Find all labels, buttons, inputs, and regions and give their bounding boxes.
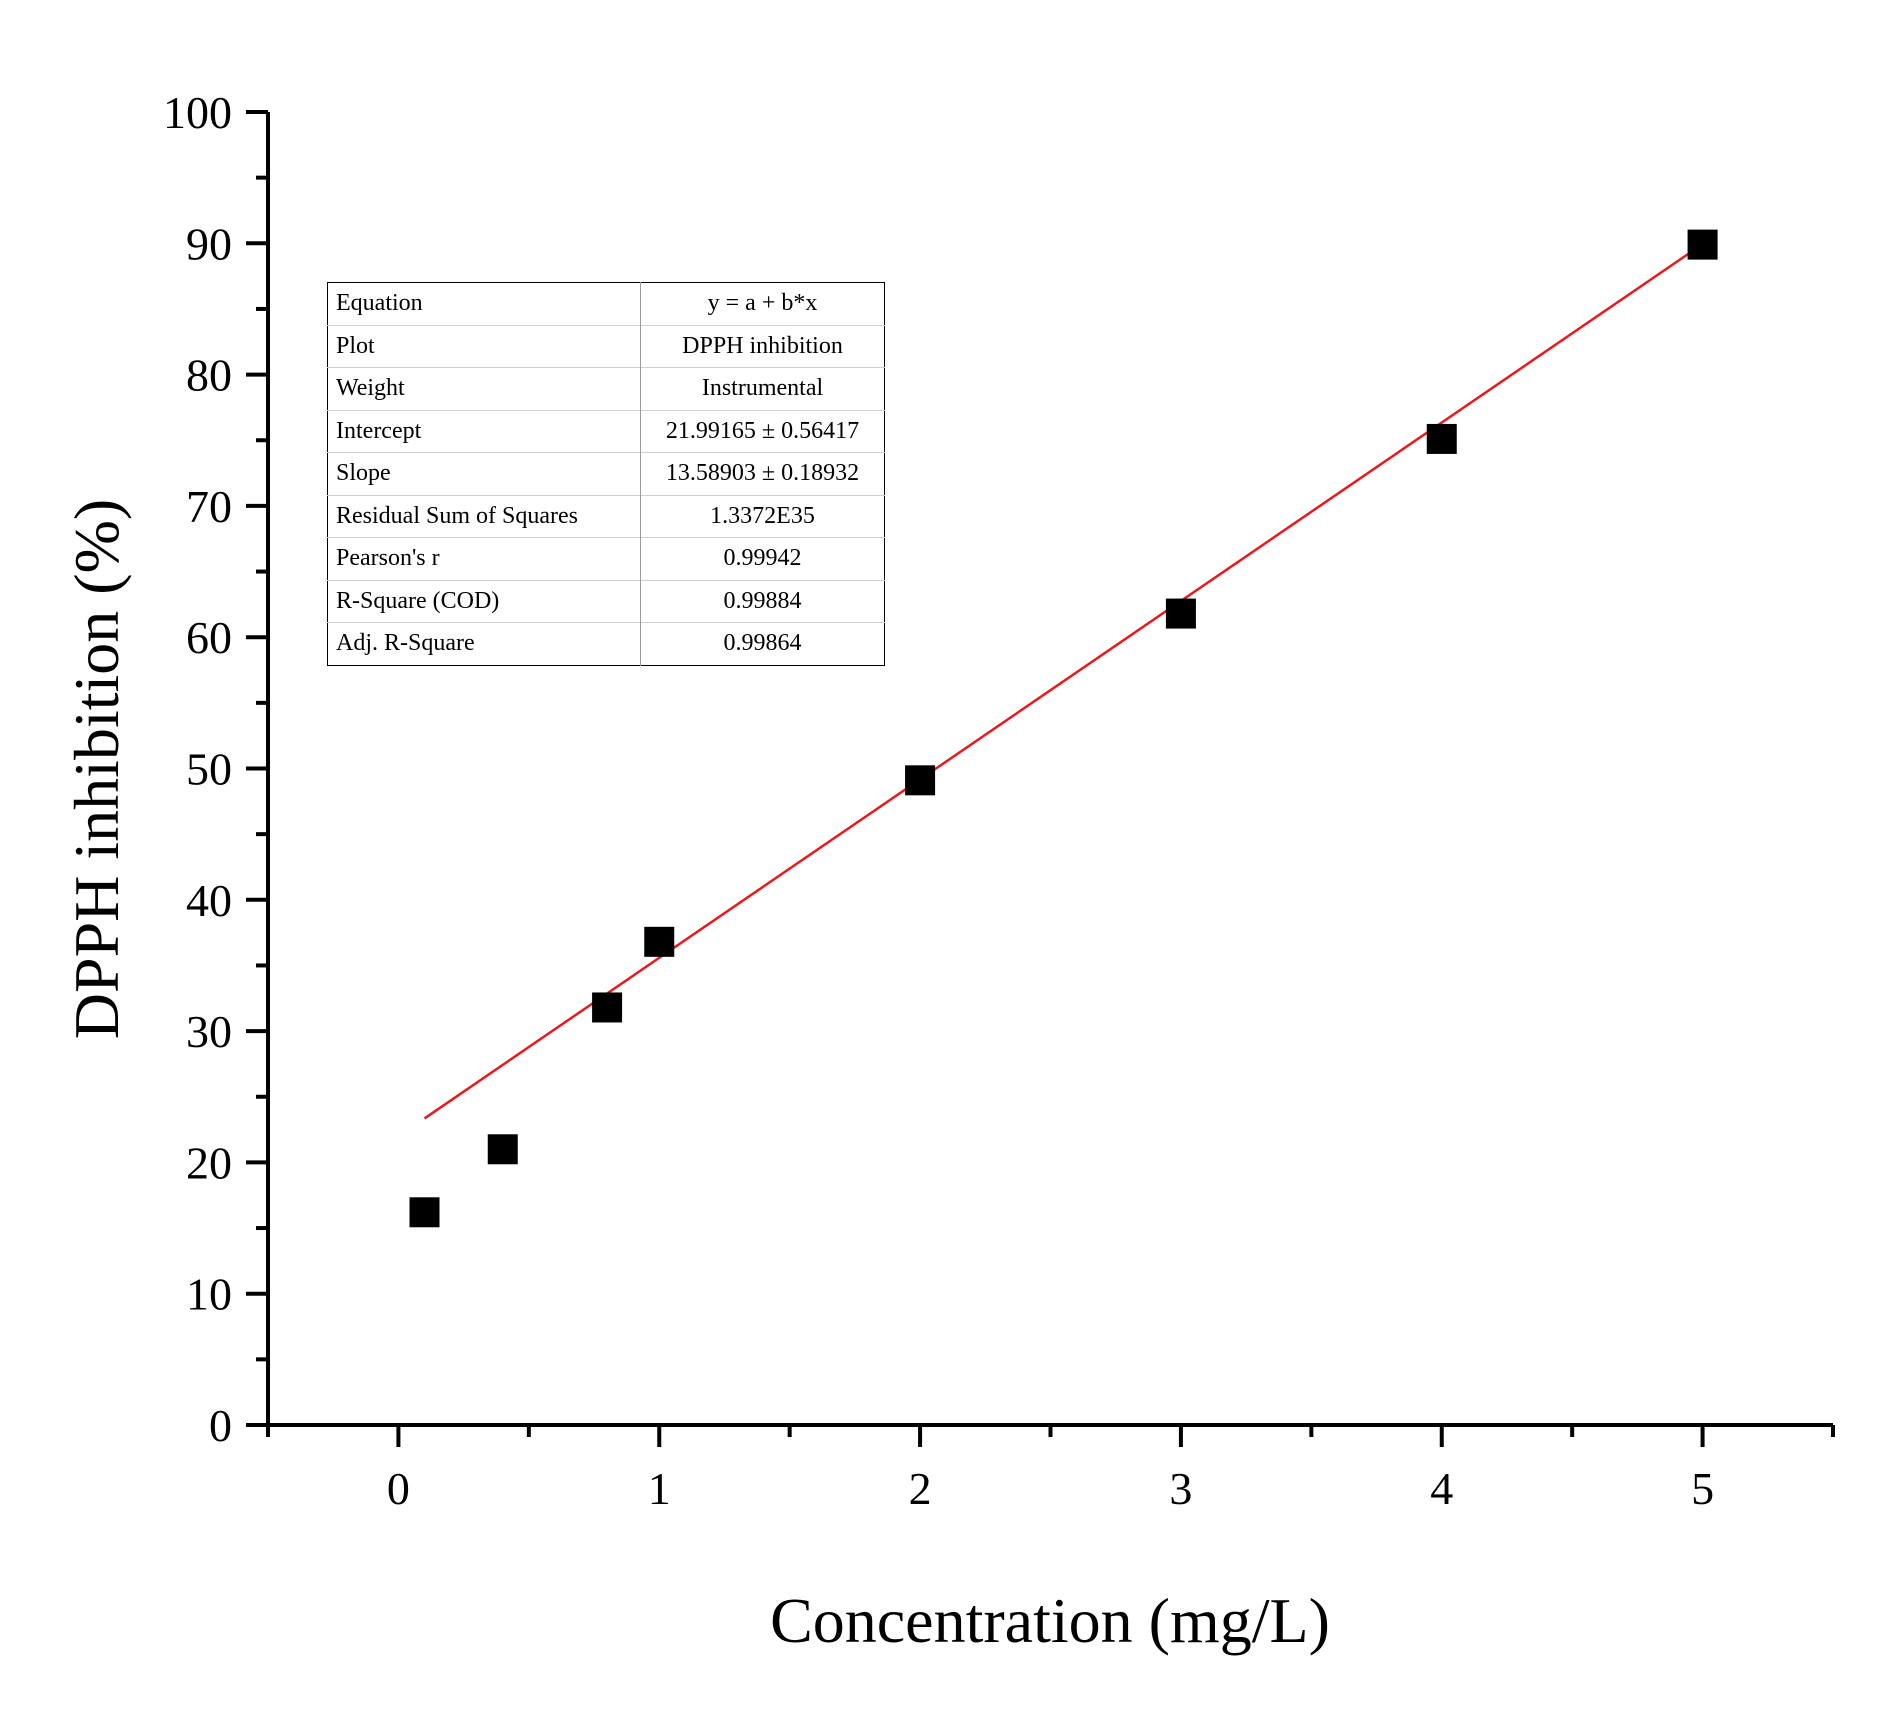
data-point-square bbox=[1687, 229, 1718, 260]
y-tick-label: 80 bbox=[186, 350, 232, 401]
y-tick-label: 20 bbox=[186, 1137, 232, 1188]
stats-key: Pearson's r bbox=[327, 537, 641, 580]
stats-key: Intercept bbox=[327, 409, 641, 453]
fit-line-layer bbox=[423, 243, 1704, 1120]
stats-value: 1.3372E35 bbox=[640, 494, 885, 538]
data-point-square bbox=[905, 765, 936, 796]
x-tick-label: 3 bbox=[1169, 1463, 1192, 1514]
y-axis-title: DPPH inhibition (%) bbox=[61, 499, 132, 1039]
y-tick-label: 60 bbox=[186, 612, 232, 663]
y-tick-label: 0 bbox=[209, 1400, 232, 1451]
stats-key: Residual Sum of Squares bbox=[327, 494, 641, 538]
y-tick-label: 100 bbox=[163, 87, 232, 138]
stats-key: Adj. R-Square bbox=[327, 622, 641, 665]
stats-row-residual-sum-of-squares: Residual Sum of Squares 1.3372E35 bbox=[327, 494, 885, 538]
y-tick-label: 10 bbox=[186, 1269, 232, 1320]
x-tick-label: 1 bbox=[648, 1463, 671, 1514]
data-point-square bbox=[487, 1134, 518, 1165]
y-tick-label: 40 bbox=[186, 875, 232, 926]
stats-row-equation: Equation y = a + b*x bbox=[327, 282, 885, 325]
y-tick-label: 90 bbox=[186, 218, 232, 269]
y-tick-label: 50 bbox=[186, 744, 232, 795]
y-tick-label: 70 bbox=[186, 481, 232, 532]
stats-value: 0.99942 bbox=[640, 537, 885, 580]
tick-labels: 0 10 20 30 40 50 60 70 80 90 100 0 1 2 3 4 5 bbox=[163, 87, 1714, 1514]
data-point-square bbox=[644, 926, 675, 957]
data-point-square bbox=[409, 1197, 440, 1228]
stats-value: 21.99165 ± 0.56417 bbox=[640, 409, 885, 453]
stats-row-pearsons-r: Pearson's r 0.99942 bbox=[327, 537, 885, 580]
stats-value: 0.99884 bbox=[640, 579, 885, 623]
x-tick-label: 5 bbox=[1691, 1463, 1714, 1514]
data-point-square bbox=[592, 992, 623, 1023]
y-tick-label: 30 bbox=[186, 1006, 232, 1057]
stats-row-plot: Plot DPPH inhibition bbox=[327, 324, 885, 368]
stats-value: Instrumental bbox=[640, 367, 885, 410]
stats-key: Slope bbox=[327, 452, 641, 495]
stats-value: 0.99864 bbox=[640, 622, 885, 665]
stats-value: 13.58903 ± 0.18932 bbox=[640, 452, 885, 495]
x-axis-title: Concentration (mg/L) bbox=[770, 1585, 1330, 1656]
stats-key: Weight bbox=[327, 367, 641, 410]
data-point-square bbox=[1426, 423, 1457, 454]
x-tick-label: 2 bbox=[909, 1463, 932, 1514]
fit-statistics-table: Equation y = a + b*x Plot DPPH inhibitio… bbox=[327, 282, 885, 666]
stats-row-r-square: R-Square (COD) 0.99884 bbox=[327, 579, 885, 623]
linear-fit-line bbox=[423, 243, 1704, 1120]
stats-row-intercept: Intercept 21.99165 ± 0.56417 bbox=[327, 409, 885, 453]
stats-key: Plot bbox=[327, 324, 641, 368]
stats-key: Equation bbox=[327, 282, 641, 325]
stats-value: DPPH inhibition bbox=[640, 324, 885, 368]
x-tick-label: 4 bbox=[1430, 1463, 1453, 1514]
stats-row-slope: Slope 13.58903 ± 0.18932 bbox=[327, 452, 885, 495]
data-points bbox=[409, 229, 1718, 1228]
stats-key: R-Square (COD) bbox=[327, 579, 641, 623]
axis-ticks bbox=[246, 110, 1835, 1447]
stats-row-adj-r-square: Adj. R-Square 0.99864 bbox=[327, 622, 885, 665]
stats-value: y = a + b*x bbox=[707, 290, 818, 317]
x-tick-label: 0 bbox=[387, 1463, 410, 1514]
data-point-square bbox=[1165, 598, 1196, 629]
stats-row-weight: Weight Instrumental bbox=[327, 367, 885, 410]
